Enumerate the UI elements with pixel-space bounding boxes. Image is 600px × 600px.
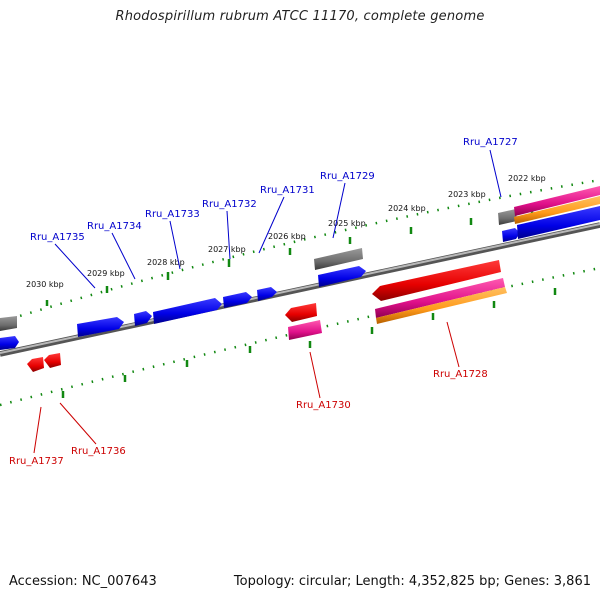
forward-tick-track xyxy=(0,178,600,324)
forward-gene-labels: Rru_A1727 Rru_A1729 Rru_A1731 Rru_A1732 … xyxy=(30,137,518,243)
rna-feature[interactable] xyxy=(514,186,600,216)
kbp-label: 2030 kbp xyxy=(26,280,64,289)
grey-features xyxy=(0,209,517,331)
misc-feature[interactable] xyxy=(376,287,507,324)
gene-label[interactable]: Rru_A1732 xyxy=(202,199,257,210)
rna-feature[interactable] xyxy=(288,320,322,340)
gene-arrow-forward[interactable] xyxy=(153,298,222,324)
accession-text: Accession: NC_007643 xyxy=(9,574,157,589)
reverse-label-leaders xyxy=(33,321,460,454)
reverse-rna-features xyxy=(288,278,507,340)
gene-arrow-reverse[interactable] xyxy=(285,303,317,322)
grey-feature xyxy=(0,316,17,331)
genome-backbone xyxy=(0,222,600,357)
kbp-label: 2027 kbp xyxy=(208,245,246,254)
forward-rna-features xyxy=(514,186,600,224)
gene-label[interactable]: Rru_A1734 xyxy=(87,221,142,232)
grey-feature xyxy=(498,209,517,225)
gene-arrow-forward[interactable] xyxy=(502,228,520,242)
gene-label[interactable]: Rru_A1729 xyxy=(320,171,375,182)
grey-feature xyxy=(314,248,363,270)
gene-arrow-forward[interactable] xyxy=(0,336,19,350)
gene-label[interactable]: Rru_A1730 xyxy=(296,400,351,411)
gene-arrow-forward[interactable] xyxy=(517,206,600,239)
forward-strand-genes xyxy=(0,206,600,350)
kbp-label: 2025 kbp xyxy=(328,219,366,228)
gene-arrow-forward[interactable] xyxy=(134,311,152,326)
gene-arrow-reverse[interactable] xyxy=(44,353,61,368)
reverse-strand-genes xyxy=(27,260,501,372)
gene-arrow-forward[interactable] xyxy=(223,292,252,308)
forward-label-leaders xyxy=(54,149,502,289)
kbp-label: 2022 kbp xyxy=(508,174,546,183)
gene-label[interactable]: Rru_A1727 xyxy=(463,137,518,148)
kbp-label: 2029 kbp xyxy=(87,269,125,278)
kbp-labels: 2022 kbp 2023 kbp 2024 kbp 2025 kbp 2026… xyxy=(26,174,546,289)
gene-label[interactable]: Rru_A1737 xyxy=(9,456,64,467)
rna-feature[interactable] xyxy=(375,278,505,318)
topology-text: Topology: circular; Length: 4,352,825 bp… xyxy=(233,574,591,589)
gene-arrow-reverse[interactable] xyxy=(372,260,501,301)
gene-label[interactable]: Rru_A1731 xyxy=(260,185,315,196)
kbp-label: 2028 kbp xyxy=(147,258,185,267)
reverse-major-ticks xyxy=(61,288,557,398)
gene-label[interactable]: Rru_A1733 xyxy=(145,209,200,220)
gene-label[interactable]: Rru_A1735 xyxy=(30,232,85,243)
kbp-label: 2026 kbp xyxy=(268,232,306,241)
gene-arrow-forward[interactable] xyxy=(77,317,124,337)
gene-label[interactable]: Rru_A1728 xyxy=(433,369,488,380)
gene-arrow-forward[interactable] xyxy=(318,266,366,287)
kbp-label: 2024 kbp xyxy=(388,204,426,213)
gene-label[interactable]: Rru_A1736 xyxy=(71,446,126,457)
misc-feature[interactable] xyxy=(514,196,600,224)
map-title: Rhodospirillum rubrum ATCC 11170, comple… xyxy=(115,9,485,24)
gene-arrow-reverse[interactable] xyxy=(27,357,44,372)
gene-arrow-forward[interactable] xyxy=(257,287,277,301)
reverse-gene-labels: Rru_A1728 Rru_A1730 Rru_A1736 Rru_A1737 xyxy=(9,369,488,467)
kbp-label: 2023 kbp xyxy=(448,190,486,199)
